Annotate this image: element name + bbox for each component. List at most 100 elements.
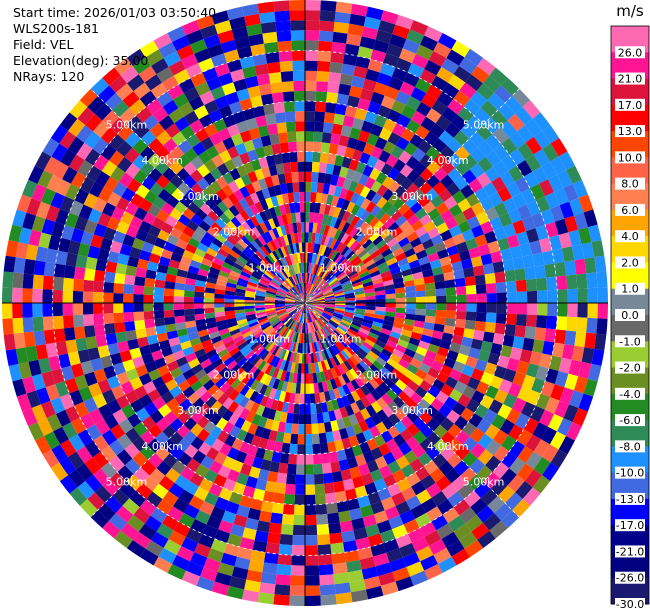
velocity-gate [182,249,195,260]
velocity-gate [469,427,485,443]
velocity-gate [67,240,81,255]
velocity-gate [195,208,208,221]
velocity-gate [279,60,293,72]
velocity-gate [132,237,145,250]
velocity-gate [74,188,90,205]
velocity-gate [360,324,371,332]
velocity-gate [328,205,337,217]
velocity-gate [329,319,339,327]
velocity-gate [257,416,268,428]
velocity-gate [245,376,256,388]
velocity-gate [298,332,302,344]
velocity-gate [402,552,421,568]
velocity-gate [430,360,444,372]
velocity-gate [484,166,500,182]
velocity-gate [215,315,226,322]
velocity-gate [355,537,371,550]
velocity-gate [309,342,313,354]
velocity-gate [328,143,339,155]
velocity-gate [345,345,355,356]
velocity-gate [516,291,528,303]
velocity-gate [192,450,206,464]
velocity-gate [383,279,394,287]
velocity-gate [387,425,400,439]
velocity-gate [451,40,471,58]
velocity-gate [596,318,608,335]
velocity-gate [509,457,526,475]
velocity-gate [411,444,426,459]
velocity-gate [497,186,512,203]
velocity-gate [344,292,355,297]
velocity-gate [73,326,86,340]
velocity-gate [119,350,133,363]
velocity-gate [143,310,155,320]
velocity-gate [5,240,19,258]
velocity-gate [237,341,248,351]
velocity-gate [465,514,483,532]
velocity-gate [452,233,466,246]
velocity-gate [507,208,522,224]
velocity-gate [114,530,133,549]
velocity-gate [558,435,575,455]
velocity-gate [519,242,533,257]
velocity-gate [263,552,279,565]
velocity-gate [235,284,247,291]
velocity-gate [271,319,281,327]
velocity-gate [156,332,169,343]
velocity-gate [286,244,292,255]
velocity-gate [22,407,38,427]
velocity-gate [414,386,428,399]
velocity-gate [411,147,426,162]
velocity-gate [352,338,363,348]
velocity-gate [120,381,135,395]
velocity-gate [324,305,336,308]
velocity-gate [364,177,376,190]
velocity-gate [210,538,227,553]
velocity-gate [12,378,27,397]
velocity-gate [228,249,240,259]
velocity-gate [447,153,463,168]
velocity-gate [271,174,280,186]
velocity-gate [334,292,345,297]
velocity-gate [370,123,384,137]
velocity-gate [374,290,386,296]
velocity-gate [247,444,259,457]
velocity-gate [265,197,274,209]
velocity-gate [263,219,273,232]
velocity-gate [48,235,62,251]
velocity-gate [524,469,542,488]
velocity-gate [334,154,345,167]
velocity-gate [225,286,236,292]
velocity-gate [69,487,88,506]
velocity-gate [550,205,565,222]
velocity-gate [459,57,478,75]
velocity-gate [455,286,467,296]
velocity-gate [405,308,416,315]
velocity-gate [305,303,310,313]
colorbar-label-bg [615,177,645,190]
velocity-gate [158,547,177,564]
velocity-gate [548,355,562,371]
velocity-gate [361,566,379,580]
velocity-gate [263,490,275,503]
velocity-gate [398,358,410,370]
velocity-gate [282,316,291,325]
velocity-gate [237,46,253,60]
velocity-gate [341,156,352,169]
velocity-gate [326,194,334,206]
velocity-gate [328,522,342,535]
velocity-gate [203,363,216,375]
velocity-gate [312,263,318,275]
velocity-gate [239,463,252,476]
velocity-gate [223,208,236,221]
velocity-gate [73,278,85,292]
velocity-gate [331,470,343,483]
velocity-gate [374,286,385,292]
velocity-gate [352,117,365,131]
velocity-gate [262,257,272,268]
velocity-gate [241,221,252,233]
velocity-gate [436,66,454,83]
velocity-gate [451,261,464,272]
velocity-gate [354,293,366,298]
velocity-gate [239,56,255,69]
